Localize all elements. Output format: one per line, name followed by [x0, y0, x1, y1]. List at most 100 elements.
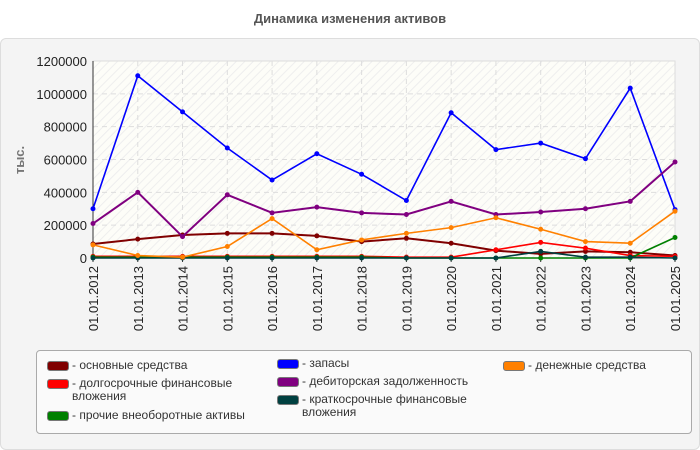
data-point [90, 255, 96, 261]
data-point [493, 215, 499, 221]
legend-swatch [503, 361, 525, 371]
series-line-3 [92, 74, 676, 210]
x-tick-label: 01.01.2016 [265, 266, 280, 331]
data-point [582, 239, 588, 245]
data-point [359, 210, 365, 216]
legend-item: - основные средства [47, 359, 267, 372]
series-line-1 [93, 241, 676, 258]
legend-item: - краткосрочные финансовые вложения [277, 393, 477, 419]
data-point [314, 247, 320, 253]
legend-item: - денежные средства [503, 359, 700, 372]
legend-item: - прочие внеоборотные активы [47, 409, 267, 422]
legend-item: - дебиторская задолженность [277, 375, 497, 388]
data-point [135, 73, 141, 79]
series-line-0 [92, 232, 676, 257]
data-point [582, 206, 588, 212]
data-point [135, 236, 141, 242]
data-point [448, 110, 454, 116]
x-tick-label: 01.01.2015 [220, 266, 235, 331]
x-tick-label: 01.01.2014 [176, 266, 191, 331]
legend-swatch [47, 411, 69, 421]
data-point [538, 255, 544, 261]
legend-label: - основные средства [72, 358, 188, 372]
y-tick-label: 0 [80, 251, 87, 266]
data-point [493, 255, 499, 261]
data-point [672, 255, 678, 261]
y-tick-label: 400000 [44, 185, 87, 200]
data-point [180, 109, 186, 115]
data-point [314, 255, 320, 261]
data-point [672, 208, 678, 214]
data-point [448, 255, 454, 261]
legend-swatch [277, 359, 299, 369]
data-point [90, 221, 96, 227]
data-point [180, 254, 186, 260]
data-point [672, 234, 678, 240]
legend-label: - долгосрочные финансовые вложения [72, 376, 233, 403]
x-tick-label: 01.01.2025 [668, 266, 683, 331]
data-point [224, 145, 230, 151]
data-point [269, 210, 275, 216]
legend-label: - прочие внеоборотные активы [72, 408, 245, 422]
legend-label: - дебиторская задолженность [302, 374, 469, 388]
data-point [538, 239, 544, 245]
data-point [493, 147, 499, 153]
data-point [448, 198, 454, 204]
y-axis-label: тыс. [12, 146, 27, 174]
data-point [582, 156, 588, 162]
x-tick-label: 01.01.2018 [355, 266, 370, 331]
series-line-4 [92, 161, 676, 239]
data-point [403, 255, 409, 261]
data-point [403, 211, 409, 217]
y-tick-label: 1000000 [36, 87, 87, 102]
data-point [627, 240, 633, 246]
data-point [224, 244, 230, 250]
data-point [448, 225, 454, 231]
legend-label: - денежные средства [528, 358, 646, 372]
data-point [448, 240, 454, 246]
data-point [359, 171, 365, 177]
x-tick-label: 01.01.2013 [131, 266, 146, 331]
data-point [359, 255, 365, 261]
data-point [224, 192, 230, 198]
data-point [314, 204, 320, 210]
y-tick-label: 200000 [44, 218, 87, 233]
legend-item: - запасы [277, 357, 497, 370]
legend-swatch [47, 379, 69, 389]
data-point [359, 237, 365, 243]
data-point [135, 189, 141, 195]
legend-swatch [47, 361, 69, 371]
x-tick-label: 01.01.2017 [310, 266, 325, 331]
data-point [627, 198, 633, 204]
data-point [269, 255, 275, 261]
data-point [269, 230, 275, 236]
data-point [90, 206, 96, 212]
series-line-6 [92, 210, 676, 258]
data-point [538, 140, 544, 146]
legend-swatch [277, 395, 299, 405]
legend-label: - краткосрочные финансовые вложения [302, 392, 467, 419]
data-point [493, 247, 499, 253]
data-point [403, 230, 409, 236]
x-tick-label: 01.01.2019 [399, 266, 414, 331]
data-point [582, 245, 588, 251]
legend: - основные средства - долгосрочные финанс… [36, 350, 692, 434]
x-tick-label: 01.01.2024 [623, 266, 638, 331]
data-point [314, 151, 320, 157]
data-point [269, 216, 275, 222]
data-point [627, 85, 633, 91]
x-tick-label: 01.01.2021 [489, 266, 504, 331]
data-point [180, 234, 186, 240]
data-point [538, 248, 544, 254]
x-tick-label: 01.01.2022 [534, 266, 549, 331]
data-point [135, 253, 141, 259]
data-point [314, 233, 320, 239]
data-point [403, 235, 409, 241]
data-point [672, 159, 678, 165]
series-line-5 [93, 250, 676, 259]
legend-label: - запасы [302, 356, 350, 370]
data-point [224, 255, 230, 261]
data-point [224, 230, 230, 236]
data-point [403, 198, 409, 204]
